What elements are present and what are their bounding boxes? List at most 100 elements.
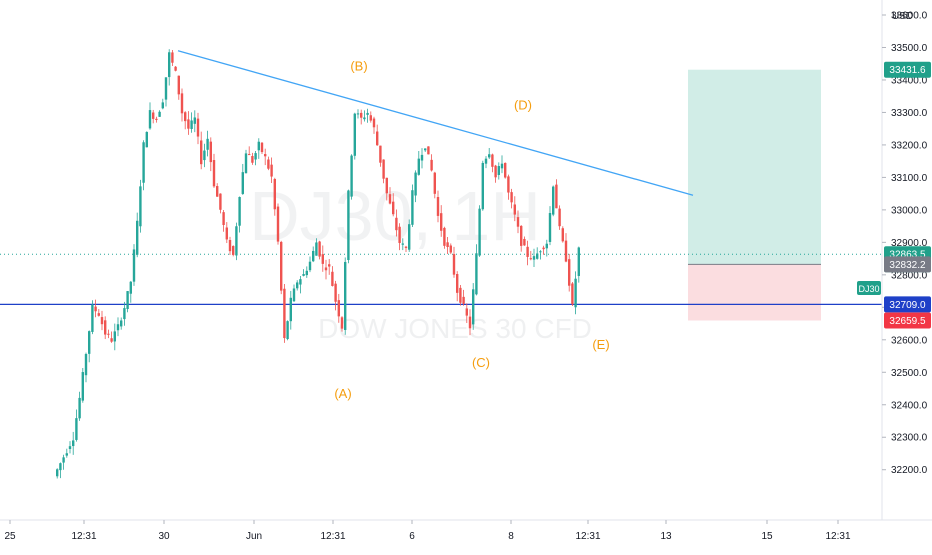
- candle-body: [305, 270, 308, 276]
- trendline[interactable]: [177, 50, 694, 196]
- candle-body: [184, 112, 187, 122]
- x-tick-label: 12:31: [71, 531, 96, 542]
- candle-body: [81, 372, 84, 401]
- candle-body: [347, 190, 350, 261]
- candle-body: [283, 288, 286, 339]
- y-tick-label: 32200.0: [891, 465, 928, 476]
- stop-zone[interactable]: [688, 264, 821, 321]
- candle-body: [62, 457, 65, 463]
- candle-body: [449, 245, 452, 253]
- candle-body: [475, 253, 478, 295]
- candle-body: [350, 155, 353, 197]
- candle-body: [459, 287, 462, 303]
- candle-body: [302, 274, 305, 276]
- candle-body: [129, 281, 132, 294]
- candle-body: [187, 119, 190, 129]
- candle-body: [68, 446, 72, 450]
- candle-body: [158, 111, 161, 117]
- candle-body: [84, 354, 88, 376]
- candle-body: [507, 176, 510, 193]
- candle-body: [180, 93, 184, 114]
- candle-body: [107, 333, 110, 335]
- candle-body: [219, 193, 222, 210]
- candle-body: [276, 206, 280, 242]
- candle-body: [478, 208, 481, 256]
- y-tick-label: 32500.0: [891, 368, 928, 379]
- candle-body: [232, 246, 235, 255]
- candle-body: [545, 243, 548, 249]
- candle-body: [369, 115, 372, 121]
- candle-body: [382, 159, 385, 179]
- candle-body: [408, 224, 411, 250]
- candle-body: [388, 194, 392, 204]
- price-badges: DJ30 33431.632863.542:3732832.232709.032…: [857, 61, 931, 329]
- candle-body: [209, 141, 212, 163]
- candle-body: [552, 186, 555, 215]
- candle-body: [363, 117, 366, 120]
- candle-body: [225, 227, 228, 240]
- candle-body: [238, 197, 241, 226]
- candle-body: [513, 204, 516, 215]
- candle-body: [420, 154, 424, 161]
- candle-body: [132, 249, 136, 282]
- candle-body: [222, 212, 225, 225]
- candle-body: [299, 279, 302, 285]
- candle-body: [491, 154, 494, 167]
- wave-labels: (A) (B) (C) (D) (E): [334, 59, 609, 401]
- y-axis[interactable]: 33600.0 33500.0 33400.0 33300.0 33200.0 33100…: [882, 11, 928, 477]
- candle-body: [427, 146, 430, 155]
- candle-body: [398, 226, 401, 243]
- y-tick-label: 32900.0: [891, 238, 928, 249]
- y-tick-label: 32400.0: [891, 400, 928, 411]
- candle-body: [100, 317, 104, 325]
- price-badge-support: [884, 296, 931, 313]
- candle-body: [273, 178, 276, 210]
- price-badge-text: 32659.5: [889, 316, 926, 327]
- x-tick-label: 13: [660, 531, 672, 542]
- price-badge-text: 33431.6: [889, 65, 926, 76]
- x-axis[interactable]: 25 12:31 30 Jun 12:31 6 8 12:31 13 15 12:31: [4, 520, 851, 542]
- trendline-layer[interactable]: [177, 50, 694, 196]
- candle-body: [72, 440, 75, 447]
- candle-body: [251, 156, 254, 163]
- candle-body: [340, 317, 344, 329]
- candle-body: [292, 288, 296, 302]
- candle-body: [267, 159, 270, 169]
- candle-body: [436, 197, 440, 216]
- candle-body: [414, 172, 417, 196]
- candle-body: [235, 226, 238, 256]
- candle-body: [516, 217, 520, 227]
- candle-body: [315, 242, 318, 256]
- candle-body: [577, 247, 580, 276]
- watermark: DJ30, 1H DOW JONES 30 CFD: [249, 177, 592, 344]
- candle-body: [443, 227, 446, 246]
- y-tick-label: 33100.0: [891, 173, 928, 184]
- candle-body: [270, 164, 273, 177]
- candle-body: [168, 52, 171, 78]
- position-zones[interactable]: [688, 69, 821, 321]
- price-badge-target: [884, 61, 931, 78]
- candle-body: [91, 304, 94, 332]
- candle-body: [468, 316, 472, 329]
- candle-body: [248, 154, 251, 156]
- candle-body: [555, 184, 558, 209]
- target-zone[interactable]: [688, 69, 821, 265]
- candle-body: [401, 243, 404, 245]
- candle-body: [110, 338, 113, 342]
- y-tick-label: 33600.0: [891, 11, 928, 22]
- x-tick-label: 12:31: [575, 531, 600, 542]
- candle-body: [574, 278, 577, 308]
- candle-body: [113, 331, 116, 342]
- x-tick-label: 25: [4, 531, 16, 542]
- candle-body: [542, 247, 545, 250]
- candle-body: [126, 291, 129, 309]
- candle-body: [203, 150, 206, 161]
- wave-label: (D): [514, 98, 532, 113]
- price-badge-entry: [884, 256, 931, 273]
- candle-body: [558, 208, 561, 227]
- y-tick-label: 33200.0: [891, 140, 928, 151]
- candle-body: [65, 453, 68, 456]
- candle-body: [260, 142, 264, 153]
